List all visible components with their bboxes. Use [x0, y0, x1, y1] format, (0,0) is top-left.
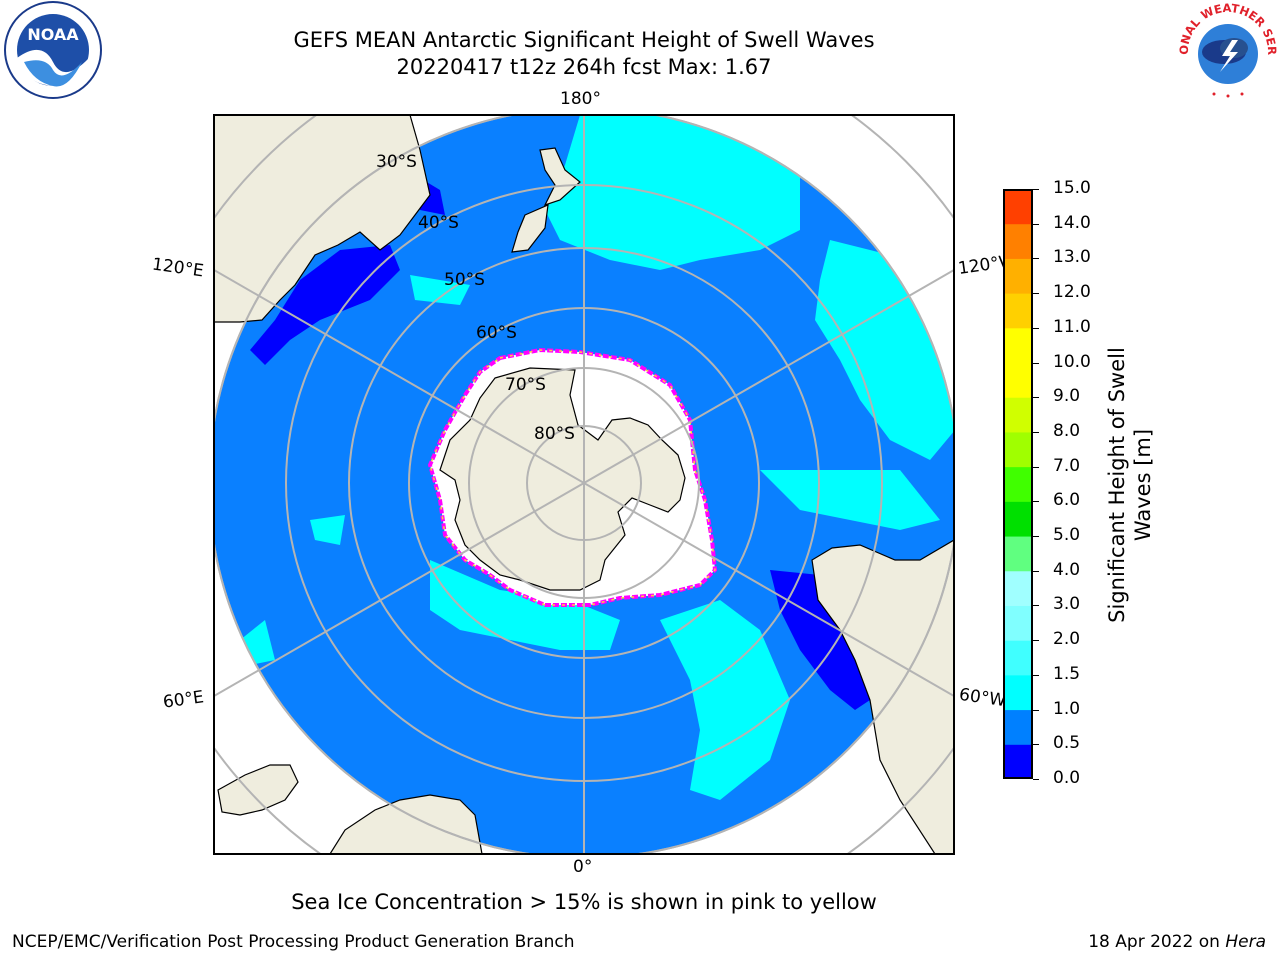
colorbar-tick-mark [1033, 362, 1039, 364]
colorbar-tick-mark [1033, 223, 1039, 225]
colorbar-tick-label: 4.0 [1053, 559, 1081, 580]
colorbar-segment [1003, 709, 1033, 745]
colorbar-tick-label: 1.5 [1053, 663, 1081, 684]
colorbar-segment [1003, 327, 1033, 364]
colorbar-segment [1003, 362, 1033, 398]
swell-cyan-areas [240, 115, 954, 800]
colorbar-tick-mark [1033, 536, 1039, 538]
lon-label-180: 180° [560, 89, 601, 109]
antarctica-land [439, 367, 686, 591]
colorbar-tick-label: 6.0 [1053, 490, 1081, 511]
colorbar-tick-label: 8.0 [1053, 420, 1081, 441]
graticule [214, 115, 954, 854]
land-corners [214, 115, 954, 854]
lat-label-60s: 60°S [476, 323, 517, 343]
colorbar-segment [1003, 536, 1033, 572]
colorbar-tick-label: 14.0 [1053, 212, 1091, 233]
colorbar-tick-mark [1033, 397, 1039, 399]
lat-label-70s: 70°S [505, 375, 546, 395]
noaa-logo: NOAA [2, 0, 104, 106]
lon-label-0: 0° [573, 857, 593, 877]
colorbar-tick-label: 1.0 [1053, 698, 1081, 719]
colorbar-tick-mark [1033, 779, 1039, 780]
colorbar-tick-label: 7.0 [1053, 455, 1081, 476]
lon-label-60e: 60°E [161, 687, 206, 713]
lon-label-60w: 60°W [957, 684, 1008, 712]
footer-host: Hera [1225, 932, 1266, 952]
colorbar-tick-label: 3.0 [1053, 594, 1081, 615]
colorbar-tick-mark [1033, 640, 1039, 642]
colorbar-segment [1003, 189, 1033, 225]
colorbar-segment [1003, 293, 1033, 329]
colorbar-segment [1003, 640, 1033, 676]
colorbar-tick-label: 11.0 [1053, 316, 1091, 337]
colorbar-tick-mark [1033, 189, 1039, 190]
colorbar-tick-mark [1033, 744, 1039, 746]
colorbar-segment [1003, 397, 1033, 433]
footer-date: 18 Apr 2022 on Hera [1088, 932, 1266, 952]
colorbar-segment [1003, 674, 1033, 711]
colorbar-segment [1003, 466, 1033, 502]
colorbar-tick-mark [1033, 674, 1039, 676]
colorbar-tick-label: 12.0 [1053, 282, 1091, 303]
lon-label-120e: 120°E [150, 254, 205, 282]
colorbar-segment [1003, 501, 1033, 537]
colorbar-tick-label: 9.0 [1053, 386, 1081, 407]
colorbar-segment [1003, 605, 1033, 641]
colorbar-tick-label: 10.0 [1053, 351, 1091, 372]
colorbar-tick-label: 5.0 [1053, 525, 1081, 546]
colorbar-tick-mark [1033, 709, 1039, 711]
colorbar-segment [1003, 570, 1033, 606]
colorbar-tick-label: 15.0 [1053, 178, 1091, 198]
colorbar-tick-mark [1033, 570, 1039, 572]
colorbar-tick-mark [1033, 327, 1039, 329]
footer-credit: NCEP/EMC/Verification Post Processing Pr… [12, 932, 575, 952]
colorbar-tick-mark [1033, 466, 1039, 468]
colorbar-tick-label: 13.0 [1053, 247, 1091, 268]
colorbar-tick-label: 0.0 [1053, 768, 1081, 788]
colorbar-tick-mark [1033, 605, 1039, 607]
colorbar-segment [1003, 258, 1033, 294]
lat-label-40s: 40°S [418, 213, 459, 233]
colorbar-tick-mark [1033, 258, 1039, 260]
map-frame [213, 114, 955, 855]
colorbar-tick-mark [1033, 431, 1039, 433]
sea-ice-caption: Sea Ice Concentration > 15% is shown in … [291, 890, 877, 914]
colorbar-tick-mark [1033, 501, 1039, 503]
chart-subtitle: 20220417 t12z 264h fcst Max: 1.67 [396, 55, 772, 79]
colorbar-tick-label: 0.5 [1053, 733, 1081, 754]
colorbar-segment [1003, 223, 1033, 259]
colorbar [1003, 189, 1033, 779]
svg-text:NOAA: NOAA [27, 25, 79, 44]
colorbar-tick-mark [1033, 293, 1039, 295]
colorbar-tick-label: 2.0 [1053, 629, 1081, 650]
lat-label-80s: 80°S [534, 424, 575, 444]
colorbar-segment [1003, 744, 1033, 779]
colorbar-label: Significant Height of Swell Waves [m] [1105, 347, 1155, 623]
colorbar-segment [1003, 431, 1033, 468]
lat-label-30s: 30°S [376, 152, 417, 172]
lat-label-50s: 50°S [444, 270, 485, 290]
sea-ice-fringe [427, 347, 718, 607]
chart-title: GEFS MEAN Antarctic Significant Height o… [293, 28, 875, 52]
nws-logo: NATIONAL WEATHER SERVICE [1171, 0, 1280, 106]
